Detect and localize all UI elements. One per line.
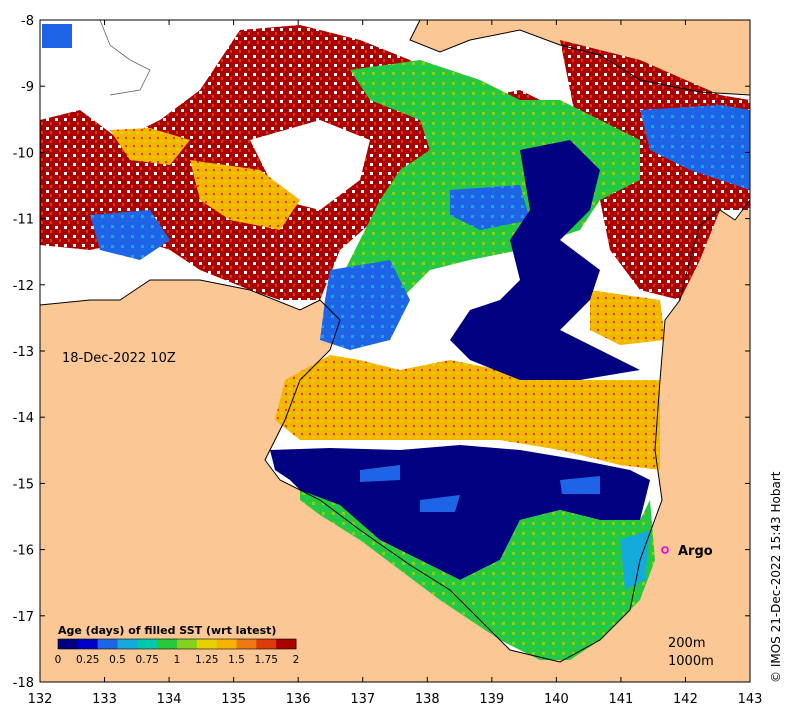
y-axis: -8 -9 -10 -11 -12 -13 -14 -15 -16 -17 -18 — [13, 14, 750, 691]
legend-title: Age (days) of filled SST (wrt latest) — [58, 624, 276, 637]
x-tick-label: 133 — [92, 692, 117, 707]
y-tick-label: -17 — [13, 610, 34, 625]
legend-tick-label: 2 — [293, 654, 300, 666]
legend-swatch — [216, 639, 237, 649]
y-tick-label: -9 — [21, 80, 34, 95]
x-tick-label: 137 — [350, 692, 375, 707]
y-tick-label: -15 — [13, 477, 34, 492]
x-tick-label: 142 — [673, 692, 698, 707]
legend-swatch — [97, 639, 118, 649]
x-tick-label: 139 — [479, 692, 504, 707]
x-axis: 132 133 134 135 136 137 138 139 140 141 142 143 — [28, 20, 763, 707]
legend-tick-label: 1 — [174, 654, 181, 666]
legend-tick-label: 0.75 — [136, 654, 159, 666]
legend-tick-labels: 0 0.25 0.5 0.75 1 1.25 1.5 1.75 2 — [55, 654, 300, 666]
x-tick-label: 143 — [738, 692, 763, 707]
y-tick-label: -8 — [21, 14, 34, 29]
y-tick-label: -11 — [13, 213, 34, 228]
legend-swatch — [276, 639, 297, 649]
x-tick-label: 141 — [608, 692, 633, 707]
legend-tick-label: 0.25 — [76, 654, 99, 666]
legend-swatch — [157, 639, 178, 649]
y-tick-label: -12 — [13, 279, 34, 294]
argo-marker[interactable] — [661, 546, 669, 554]
legend-colorbar — [57, 638, 297, 650]
green-south — [300, 490, 655, 660]
yellow-band — [275, 355, 660, 470]
legend-swatch — [177, 639, 198, 649]
credit-text: © IMOS 21-Dec-2022 15:43 Hobart — [769, 471, 783, 683]
contour-label-1000m: 1000m — [668, 654, 714, 669]
date-label: 18-Dec-2022 10Z — [62, 351, 176, 366]
legend-tick-label: 1.25 — [195, 654, 218, 666]
legend-swatch — [236, 639, 257, 649]
legend-tick-label: 1.5 — [228, 654, 245, 666]
navy-central — [450, 140, 640, 380]
legend-swatch — [58, 639, 79, 649]
x-tick-label: 140 — [544, 692, 569, 707]
contour-label-200m: 200m — [668, 636, 705, 651]
argo-label: Argo — [678, 544, 713, 559]
legend-tick-label: 0.5 — [109, 654, 126, 666]
legend-swatch — [77, 639, 99, 649]
y-tick-label: -14 — [13, 411, 34, 426]
x-tick-label: 136 — [286, 692, 311, 707]
x-tick-label: 132 — [28, 692, 53, 707]
map-plot-area — [40, 20, 750, 682]
legend-swatch — [256, 639, 277, 649]
y-tick-label: -16 — [13, 544, 34, 559]
x-tick-label: 134 — [157, 692, 182, 707]
legend-tick-label: 1.75 — [255, 654, 278, 666]
y-tick-label: -10 — [13, 146, 34, 161]
x-tick-label: 138 — [415, 692, 440, 707]
y-tick-label: -18 — [13, 676, 34, 691]
legend-swatch — [117, 639, 138, 649]
x-tick-label: 135 — [221, 692, 246, 707]
legend-tick-label: 0 — [55, 654, 62, 666]
legend-swatch — [196, 639, 218, 649]
legend-swatch — [137, 639, 158, 649]
y-tick-label: -13 — [13, 345, 34, 360]
